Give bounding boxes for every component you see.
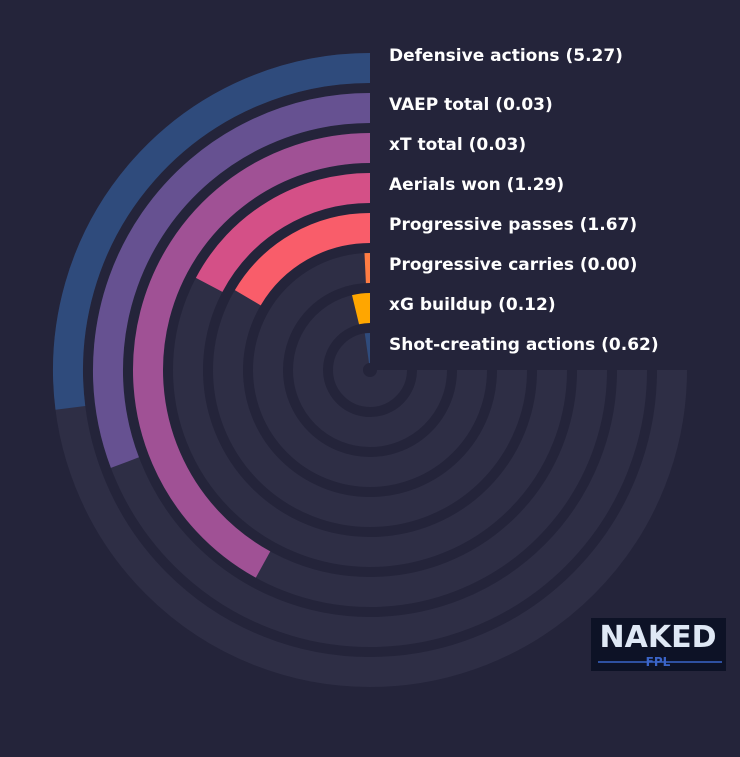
track (333, 333, 407, 407)
bar (133, 133, 371, 578)
bar-label: VAEP total (0.03) (389, 95, 553, 115)
bar (195, 173, 371, 293)
logo-text: NAKED (600, 620, 717, 655)
bar (93, 93, 371, 468)
bar-label: xT total (0.03) (389, 135, 526, 155)
logo: NAKED FPL (591, 618, 726, 671)
logo-subtext: FPL (646, 655, 671, 669)
bar (352, 293, 371, 325)
bar-label: xG buildup (0.12) (389, 295, 556, 315)
track (293, 293, 447, 447)
bar-label: Progressive passes (1.67) (389, 215, 637, 235)
bar (53, 53, 371, 410)
bar (234, 213, 371, 306)
track (253, 253, 487, 487)
bar-label: Aerials won (1.29) (389, 175, 564, 195)
bar-label: Defensive actions (5.27) (389, 46, 623, 66)
bar-label: Progressive carries (0.00) (389, 255, 637, 275)
bar-label: Shot-creating actions (0.62) (389, 335, 659, 355)
